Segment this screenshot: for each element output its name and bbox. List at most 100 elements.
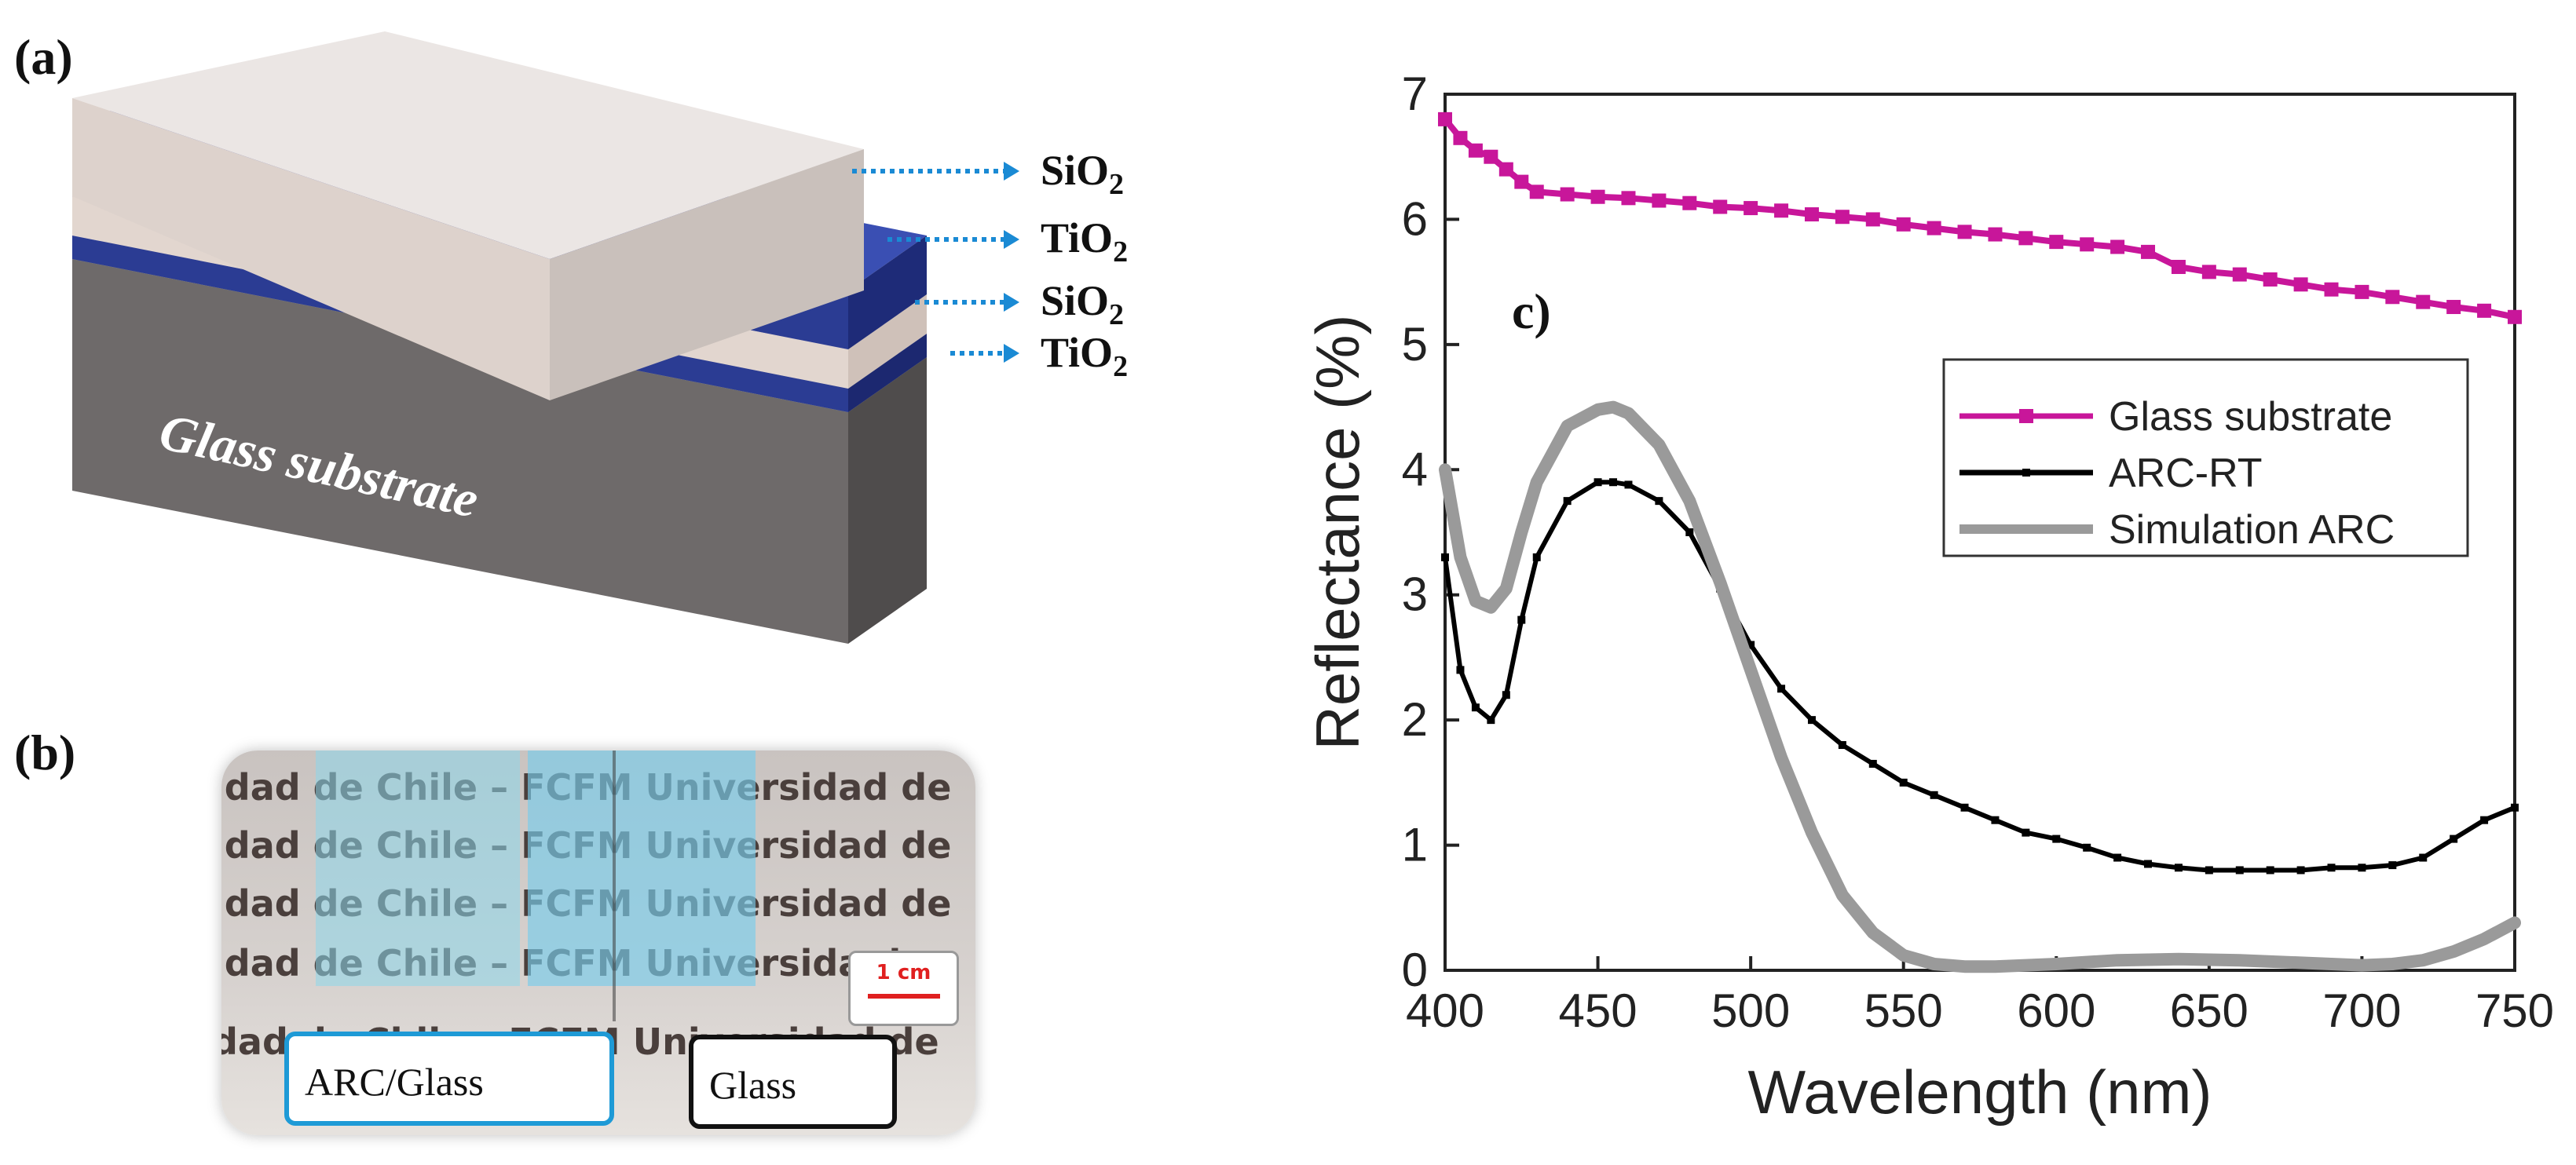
legend-marker — [2022, 469, 2030, 477]
data-point — [2419, 853, 2428, 862]
glass-box: Glass — [689, 1035, 897, 1129]
data-point — [2171, 260, 2186, 275]
data-point — [2358, 864, 2366, 872]
data-point — [2141, 244, 2156, 259]
data-point — [1484, 149, 1498, 164]
data-point — [2083, 843, 2091, 852]
legend-marker — [2019, 409, 2033, 423]
scale-bar-box: 1 cm — [848, 951, 959, 1026]
data-point — [2296, 866, 2305, 875]
data-point — [2022, 828, 2030, 837]
data-point — [2110, 239, 2125, 254]
series-line-2 — [1439, 400, 2521, 973]
data-point — [1682, 195, 1697, 210]
data-point — [1713, 199, 1728, 214]
panel-b-label: (b) — [14, 725, 76, 780]
data-point — [2327, 864, 2336, 872]
data-point — [1453, 130, 1468, 145]
data-point — [1804, 207, 1819, 222]
data-point — [1774, 203, 1789, 218]
x-tick-label: 750 — [2475, 984, 2554, 1037]
data-point — [1624, 480, 1633, 489]
data-point — [1744, 201, 1758, 216]
y-axis-ticks: 0 1 2 3 4 5 6 7 — [1402, 68, 1459, 996]
layer-label-tio2-bottom: TiO2 — [1041, 329, 1129, 383]
x-tick-label: 650 — [2170, 984, 2249, 1037]
data-point — [1560, 187, 1575, 202]
data-point — [2388, 861, 2397, 870]
data-point — [1991, 816, 2000, 824]
data-point — [2324, 282, 2339, 297]
data-point — [1532, 553, 1541, 561]
data-point — [2201, 265, 2216, 279]
data-point — [2235, 866, 2244, 875]
data-point — [2477, 303, 2492, 318]
y-tick-label: 1 — [1402, 819, 1428, 871]
chart-panel-label: c) — [1512, 283, 1551, 339]
data-point — [2049, 235, 2064, 250]
data-point — [1655, 497, 1663, 506]
data-point — [1487, 716, 1495, 725]
legend-label: Simulation ARC — [2109, 507, 2395, 553]
y-tick-label: 2 — [1402, 693, 1428, 746]
scale-bar — [868, 994, 940, 999]
legend: Glass substrate ARC-RT Simulation ARC — [1942, 358, 2469, 557]
data-point — [1777, 685, 1786, 693]
data-point — [2266, 866, 2274, 875]
x-tick-label: 450 — [1559, 984, 1637, 1037]
data-point — [1468, 143, 1483, 158]
data-point — [1594, 478, 1602, 487]
sio2-top-layer — [72, 31, 864, 400]
y-tick-label: 4 — [1402, 443, 1428, 495]
data-point — [2232, 267, 2247, 282]
series-line-0 — [1442, 115, 2518, 320]
data-point — [1838, 741, 1846, 750]
data-point — [2385, 290, 2400, 305]
data-point — [2450, 834, 2458, 843]
data-point — [1685, 528, 1694, 536]
data-point — [1529, 184, 1544, 199]
sample-photo: idad de Chile – FCFM Universidad de idad… — [221, 750, 975, 1135]
data-point — [1927, 221, 1941, 236]
data-point — [2480, 816, 2489, 824]
data-point — [1621, 191, 1636, 206]
x-axis-label: Wavelength (nm) — [1748, 1057, 2212, 1127]
data-point — [1868, 759, 1877, 768]
y-tick-label: 6 — [1402, 192, 1428, 245]
data-point — [2446, 300, 2461, 315]
layer-arrows — [852, 169, 1005, 356]
data-point — [1957, 225, 1972, 239]
data-point — [2174, 864, 2183, 872]
series-line-1 — [1443, 480, 2517, 873]
data-point — [1899, 778, 1908, 787]
data-point — [2018, 231, 2033, 246]
glass-edge — [613, 750, 616, 1021]
data-point — [2052, 834, 2061, 843]
layer-label-tio2-top: TiO2 — [1041, 214, 1129, 268]
layer-arrowheads — [1004, 162, 1019, 363]
data-point — [2144, 860, 2153, 868]
data-point — [1471, 703, 1480, 712]
layer-label-sio2-bottom: SiO2 — [1041, 277, 1125, 331]
panel-a-label: (a) — [14, 29, 73, 85]
layer-stack-diagram: Glass substrate — [72, 31, 1019, 644]
data-point — [1517, 615, 1526, 624]
data-point — [2355, 284, 2369, 299]
x-tick-label: 700 — [2322, 984, 2401, 1037]
data-point — [2113, 853, 2122, 862]
data-point — [1590, 189, 1605, 204]
data-point — [1498, 162, 1513, 177]
legend-label: ARC-RT — [2109, 451, 2262, 496]
data-point — [1747, 641, 1755, 649]
data-point — [2293, 277, 2308, 292]
data-point — [1807, 716, 1816, 725]
data-point — [1960, 803, 1969, 812]
x-tick-label: 500 — [1711, 984, 1790, 1037]
layer-label-sio2-top: SiO2 — [1041, 147, 1125, 201]
data-point — [2080, 237, 2095, 252]
y-tick-label: 5 — [1402, 318, 1428, 371]
data-point — [1988, 227, 2003, 242]
data-point — [1609, 478, 1618, 487]
y-tick-label: 0 — [1402, 944, 1428, 996]
data-point — [1865, 212, 1880, 227]
